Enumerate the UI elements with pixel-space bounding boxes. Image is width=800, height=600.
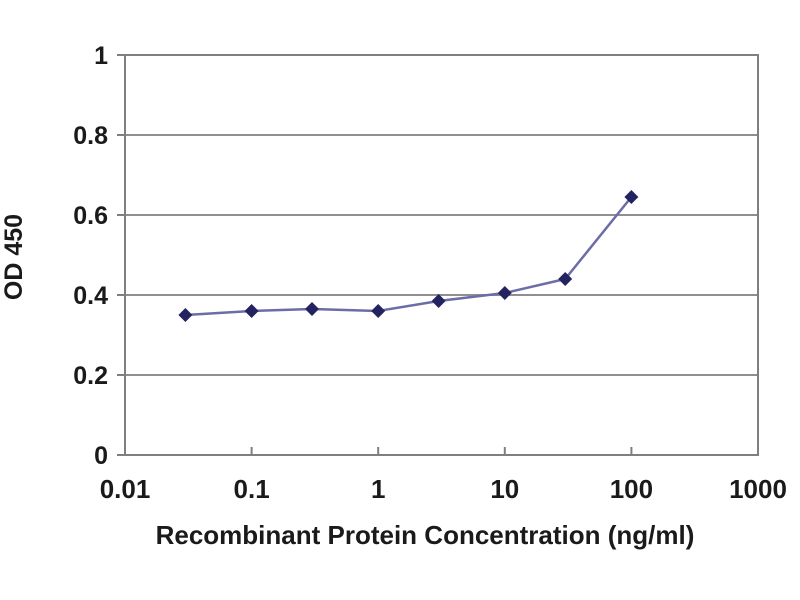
y-tick-label: 1 [94, 42, 108, 70]
x-tick-label: 0.01 [100, 474, 151, 504]
data-point-marker [305, 302, 320, 316]
data-point-marker [624, 190, 639, 204]
y-tick-label: 0 [94, 442, 108, 470]
data-point-marker [497, 286, 512, 300]
data-point-marker [371, 304, 386, 318]
x-tick-label: 1 [371, 474, 385, 504]
x-tick-label: 1000 [729, 474, 787, 504]
data-point-marker [178, 308, 193, 322]
series-line [185, 196, 633, 317]
y-tick-label: 0.4 [73, 282, 108, 310]
data-point-marker [431, 294, 446, 308]
x-tick-label: 10 [490, 474, 519, 504]
y-axis-title: OD 450 [0, 213, 28, 301]
data-point-marker [244, 304, 259, 318]
y-tick-label: 0.6 [73, 202, 108, 230]
plot-border [124, 54, 759, 456]
y-tick-label: 0.2 [73, 362, 108, 390]
x-tick-label: 0.1 [234, 474, 270, 504]
x-tick-label: 100 [610, 474, 653, 504]
x-axis-title: Recombinant Protein Concentration (ng/ml… [155, 520, 695, 550]
y-tick-label: 0.8 [73, 122, 108, 150]
data-point-marker [558, 272, 573, 286]
